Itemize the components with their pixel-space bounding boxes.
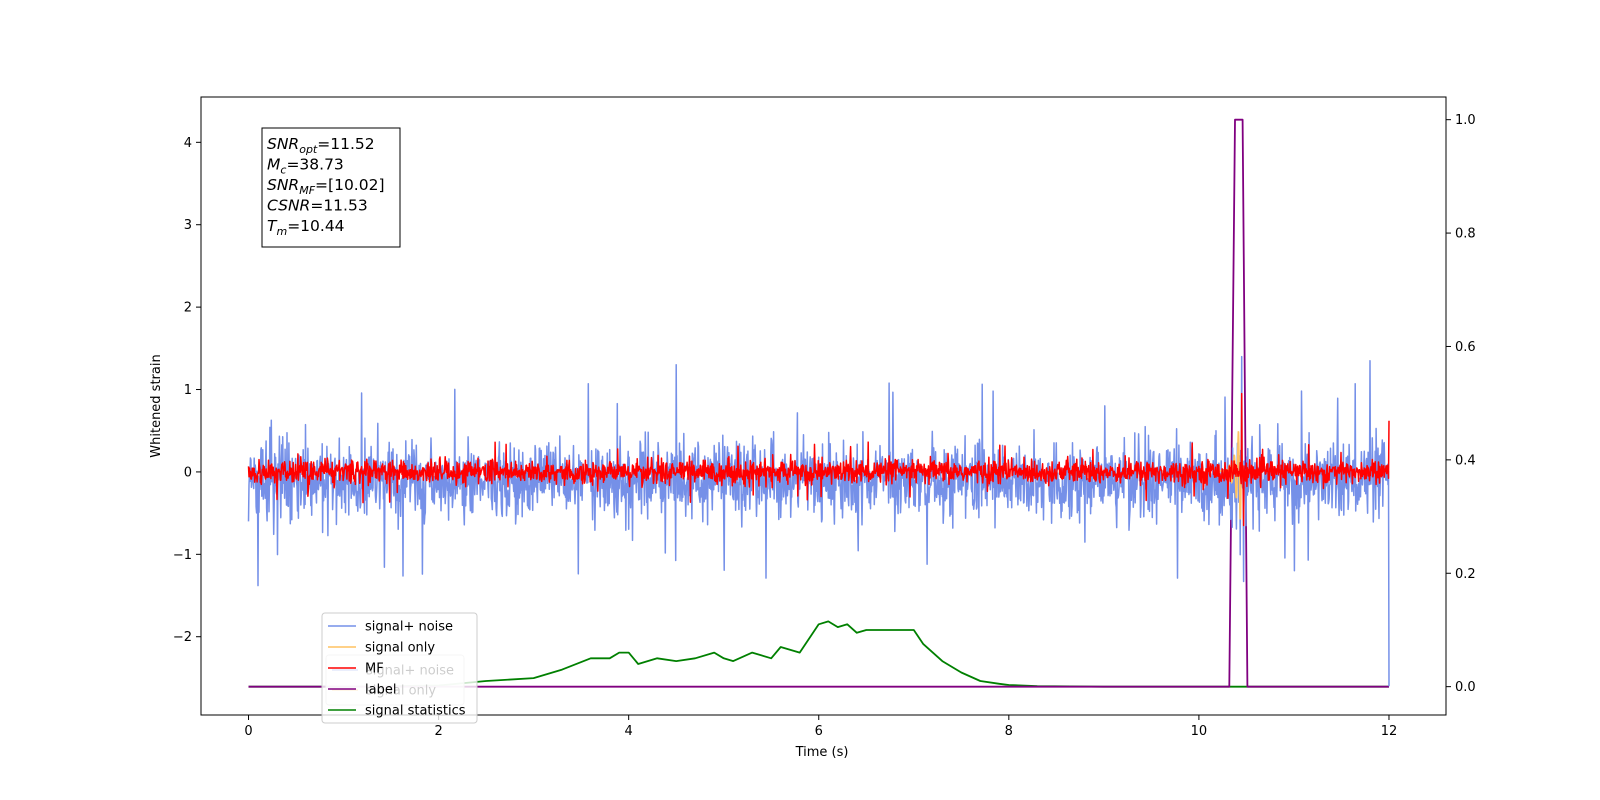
legend-label: signal statistics [365, 704, 466, 719]
annotation-frame [261, 127, 401, 248]
series-signal-statistics-line [248, 620, 1389, 688]
y-tick-label: 0 [184, 465, 192, 480]
annotation-line: Mc=38.73 [267, 156, 344, 177]
y2-tick-label: 0.2 [1455, 567, 1476, 582]
annotation-line: CSNR=11.53 [267, 197, 368, 215]
annotation-line: SNRMF=[10.02] [267, 176, 385, 197]
legend-label: label [365, 683, 396, 698]
y2-tick-label: 1.0 [1455, 113, 1476, 128]
x-tick-label: 4 [625, 724, 633, 739]
axes-frame [200, 96, 1447, 716]
x-tick-label: 10 [1191, 724, 1208, 739]
y2-tick-label: 0.8 [1455, 227, 1476, 242]
x-tick-label: 12 [1381, 724, 1398, 739]
y2-tick-label: 0.4 [1455, 453, 1476, 468]
x-tick-label: 0 [244, 724, 252, 739]
x-tick-label: 2 [434, 724, 442, 739]
legend-label: MF [365, 662, 384, 677]
legend-label: signal only [365, 641, 435, 656]
y-tick-label: 1 [184, 383, 192, 398]
y2-tick-label: 0.6 [1455, 340, 1476, 355]
y-tick-label: 3 [184, 218, 192, 233]
series-signal-noise-line [247, 355, 1390, 687]
y-tick-label: 2 [184, 301, 192, 316]
series-mf-line [247, 392, 1390, 527]
annotation-line: Tm=10.44 [267, 217, 345, 238]
y2-tick-label: 0.0 [1455, 680, 1476, 695]
series-label-line [248, 118, 1389, 688]
x-tick-label: 8 [1005, 724, 1013, 739]
annotation-line: SNRopt=11.52 [267, 135, 375, 156]
legend-frame [321, 612, 478, 724]
annotation-box: SNRopt=11.52Mc=38.73SNRMF=[10.02]CSNR=11… [261, 127, 401, 248]
y-axis-label: Whitened strain [149, 354, 164, 457]
legend-label: signal+ noise [365, 620, 453, 635]
y-tick-label: −2 [173, 630, 192, 645]
y-tick-label: 4 [184, 136, 192, 151]
y-tick-label: −1 [173, 548, 192, 563]
x-tick-label: 6 [815, 724, 823, 739]
plot-area [247, 118, 1390, 688]
x-axis-label: Time (s) [795, 745, 849, 760]
